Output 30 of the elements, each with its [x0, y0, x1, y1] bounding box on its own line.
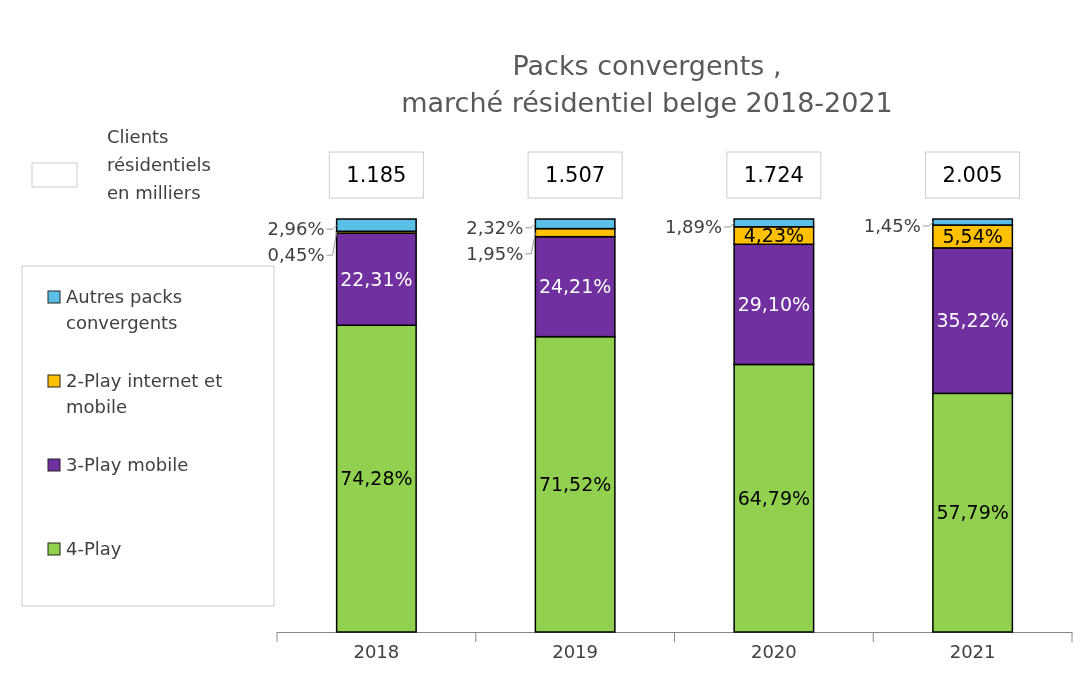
data-label: 5,54% [942, 225, 1003, 248]
x-tick-label: 2020 [750, 641, 797, 663]
data-label: 1,95% [466, 243, 524, 265]
data-label: 0,45% [267, 244, 325, 266]
annotation: 2.005 [942, 163, 1003, 188]
data-label: 24,21% [538, 275, 612, 298]
annotation: 1.507 [545, 163, 606, 188]
chart-title: Packs convergents , marché résidentiel belge 2018-2021 [401, 50, 893, 118]
annotation: 1.185 [346, 163, 407, 188]
data-label: 4,23% [743, 224, 805, 247]
data-label: 57,79% [936, 501, 1009, 524]
data-label: 2,32% [466, 217, 524, 239]
data-label: 64,79% [737, 486, 811, 509]
legend-label: 2-Play internet et mobile [66, 370, 223, 417]
x-tick-label: 2021 [949, 641, 996, 663]
data-label: 35,22% [936, 309, 1009, 332]
legend-label: 3-Play mobile [66, 454, 189, 475]
x-tick-label: 2019 [552, 641, 599, 663]
text: Clients résidentiels en milliers [107, 126, 211, 203]
data-label: 2,96% [267, 218, 325, 240]
x-tick-label: 2018 [353, 641, 400, 663]
annotation: 1.724 [743, 163, 804, 188]
data-label: 74,28% [340, 467, 413, 490]
data-label: 22,31% [340, 267, 413, 290]
legend-label: 4-Play [66, 538, 122, 559]
legend-label: Autres packs convergents [66, 286, 183, 333]
data-label: 1,45% [863, 215, 921, 237]
data-label: 71,52% [538, 472, 612, 495]
data-label: 1,89% [664, 216, 723, 238]
data-label: 29,10% [737, 293, 811, 316]
